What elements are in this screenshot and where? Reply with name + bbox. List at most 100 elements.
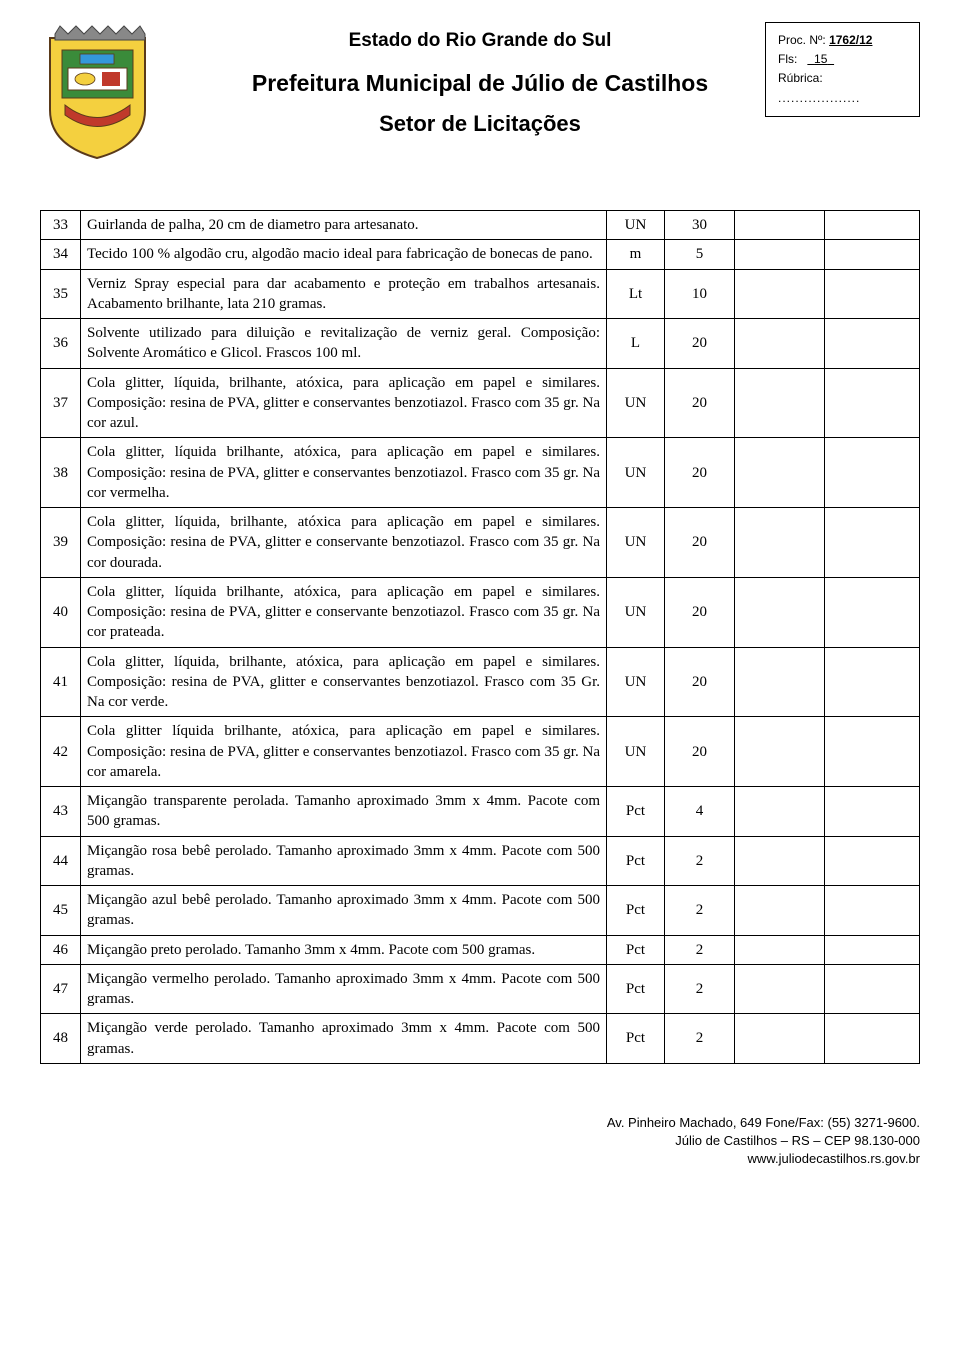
table-row: 35Verniz Spray especial para dar acabame… — [41, 269, 920, 319]
item-unit: Pct — [607, 836, 665, 886]
item-blank — [825, 211, 920, 240]
item-unit: Pct — [607, 886, 665, 936]
item-blank — [825, 438, 920, 508]
item-blank — [825, 269, 920, 319]
item-number: 45 — [41, 886, 81, 936]
item-blank — [735, 647, 825, 717]
item-unit: UN — [607, 647, 665, 717]
process-info-box: Proc. Nº: 1762/12 Fls: 15 Rúbrica: .....… — [765, 22, 920, 117]
page-footer: Av. Pinheiro Machado, 649 Fone/Fax: (55)… — [40, 1114, 920, 1169]
item-description: Cola glitter, líquida brilhante, atóxica… — [81, 438, 607, 508]
table-row: 41Cola glitter, líquida, brilhante, atóx… — [41, 647, 920, 717]
item-quantity: 20 — [665, 717, 735, 787]
item-number: 42 — [41, 717, 81, 787]
item-number: 37 — [41, 368, 81, 438]
item-blank — [735, 836, 825, 886]
table-row: 46Miçangão preto perolado. Tamanho 3mm x… — [41, 935, 920, 964]
item-blank — [825, 508, 920, 578]
item-number: 43 — [41, 787, 81, 837]
item-number: 47 — [41, 964, 81, 1014]
item-description: Miçangão verde perolado. Tamanho aproxim… — [81, 1014, 607, 1064]
item-description: Tecido 100 % algodão cru, algodão macio … — [81, 240, 607, 269]
item-number: 38 — [41, 438, 81, 508]
item-unit: Lt — [607, 269, 665, 319]
document-header: Estado do Rio Grande do Sul Prefeitura M… — [40, 20, 920, 180]
item-quantity: 2 — [665, 836, 735, 886]
item-description: Guirlanda de palha, 20 cm de diametro pa… — [81, 211, 607, 240]
item-blank — [825, 935, 920, 964]
item-quantity: 2 — [665, 964, 735, 1014]
item-description: Solvente utilizado para diluição e revit… — [81, 319, 607, 369]
item-quantity: 20 — [665, 508, 735, 578]
item-unit: m — [607, 240, 665, 269]
table-row: 36Solvente utilizado para diluição e rev… — [41, 319, 920, 369]
item-blank — [735, 508, 825, 578]
table-row: 42Cola glitter líquida brilhante, atóxic… — [41, 717, 920, 787]
item-unit: L — [607, 319, 665, 369]
item-unit: UN — [607, 717, 665, 787]
item-number: 40 — [41, 577, 81, 647]
item-unit: UN — [607, 577, 665, 647]
item-blank — [735, 886, 825, 936]
item-blank — [825, 577, 920, 647]
item-description: Cola glitter, líquida, brilhante, atóxic… — [81, 368, 607, 438]
item-number: 44 — [41, 836, 81, 886]
table-row: 44Miçangão rosa bebê perolado. Tamanho a… — [41, 836, 920, 886]
item-quantity: 30 — [665, 211, 735, 240]
item-blank — [735, 319, 825, 369]
item-blank — [825, 368, 920, 438]
item-blank — [825, 1014, 920, 1064]
table-row: 37Cola glitter, líquida, brilhante, atóx… — [41, 368, 920, 438]
item-blank — [735, 269, 825, 319]
table-row: 34Tecido 100 % algodão cru, algodão maci… — [41, 240, 920, 269]
item-quantity: 20 — [665, 438, 735, 508]
item-blank — [735, 211, 825, 240]
item-unit: UN — [607, 508, 665, 578]
item-number: 41 — [41, 647, 81, 717]
rubrica-line: Rúbrica: ................... — [778, 69, 907, 107]
item-blank — [825, 240, 920, 269]
footer-city: Júlio de Castilhos – RS – CEP 98.130-000 — [40, 1132, 920, 1150]
item-quantity: 20 — [665, 647, 735, 717]
item-unit: Pct — [607, 935, 665, 964]
table-row: 33Guirlanda de palha, 20 cm de diametro … — [41, 211, 920, 240]
item-quantity: 4 — [665, 787, 735, 837]
item-blank — [735, 787, 825, 837]
item-number: 35 — [41, 269, 81, 319]
rubrica-dots: ................... — [778, 91, 860, 105]
item-unit: UN — [607, 438, 665, 508]
item-unit: Pct — [607, 787, 665, 837]
item-blank — [825, 787, 920, 837]
item-number: 46 — [41, 935, 81, 964]
item-quantity: 5 — [665, 240, 735, 269]
fls-value: 15 — [807, 52, 834, 66]
item-description: Cola glitter, líquida brilhante, atóxica… — [81, 577, 607, 647]
table-row: 39Cola glitter, líquida, brilhante, atóx… — [41, 508, 920, 578]
proc-number-line: Proc. Nº: 1762/12 — [778, 31, 907, 50]
item-blank — [735, 438, 825, 508]
table-row: 38Cola glitter, líquida brilhante, atóxi… — [41, 438, 920, 508]
item-description: Cola glitter, líquida, brilhante, atóxic… — [81, 647, 607, 717]
item-description: Cola glitter, líquida, brilhante, atóxic… — [81, 508, 607, 578]
items-table: 33Guirlanda de palha, 20 cm de diametro … — [40, 210, 920, 1064]
item-unit: Pct — [607, 1014, 665, 1064]
item-blank — [825, 647, 920, 717]
item-unit: Pct — [607, 964, 665, 1014]
table-row: 40Cola glitter, líquida brilhante, atóxi… — [41, 577, 920, 647]
item-unit: UN — [607, 368, 665, 438]
item-number: 34 — [41, 240, 81, 269]
item-blank — [735, 577, 825, 647]
item-description: Miçangão azul bebê perolado. Tamanho apr… — [81, 886, 607, 936]
item-quantity: 2 — [665, 935, 735, 964]
fls-line: Fls: 15 — [778, 50, 907, 69]
item-blank — [825, 319, 920, 369]
item-number: 36 — [41, 319, 81, 369]
item-blank — [735, 368, 825, 438]
item-blank — [825, 836, 920, 886]
item-description: Miçangão preto perolado. Tamanho 3mm x 4… — [81, 935, 607, 964]
item-number: 48 — [41, 1014, 81, 1064]
item-quantity: 20 — [665, 319, 735, 369]
item-blank — [825, 886, 920, 936]
item-blank — [825, 964, 920, 1014]
table-row: 48Miçangão verde perolado. Tamanho aprox… — [41, 1014, 920, 1064]
